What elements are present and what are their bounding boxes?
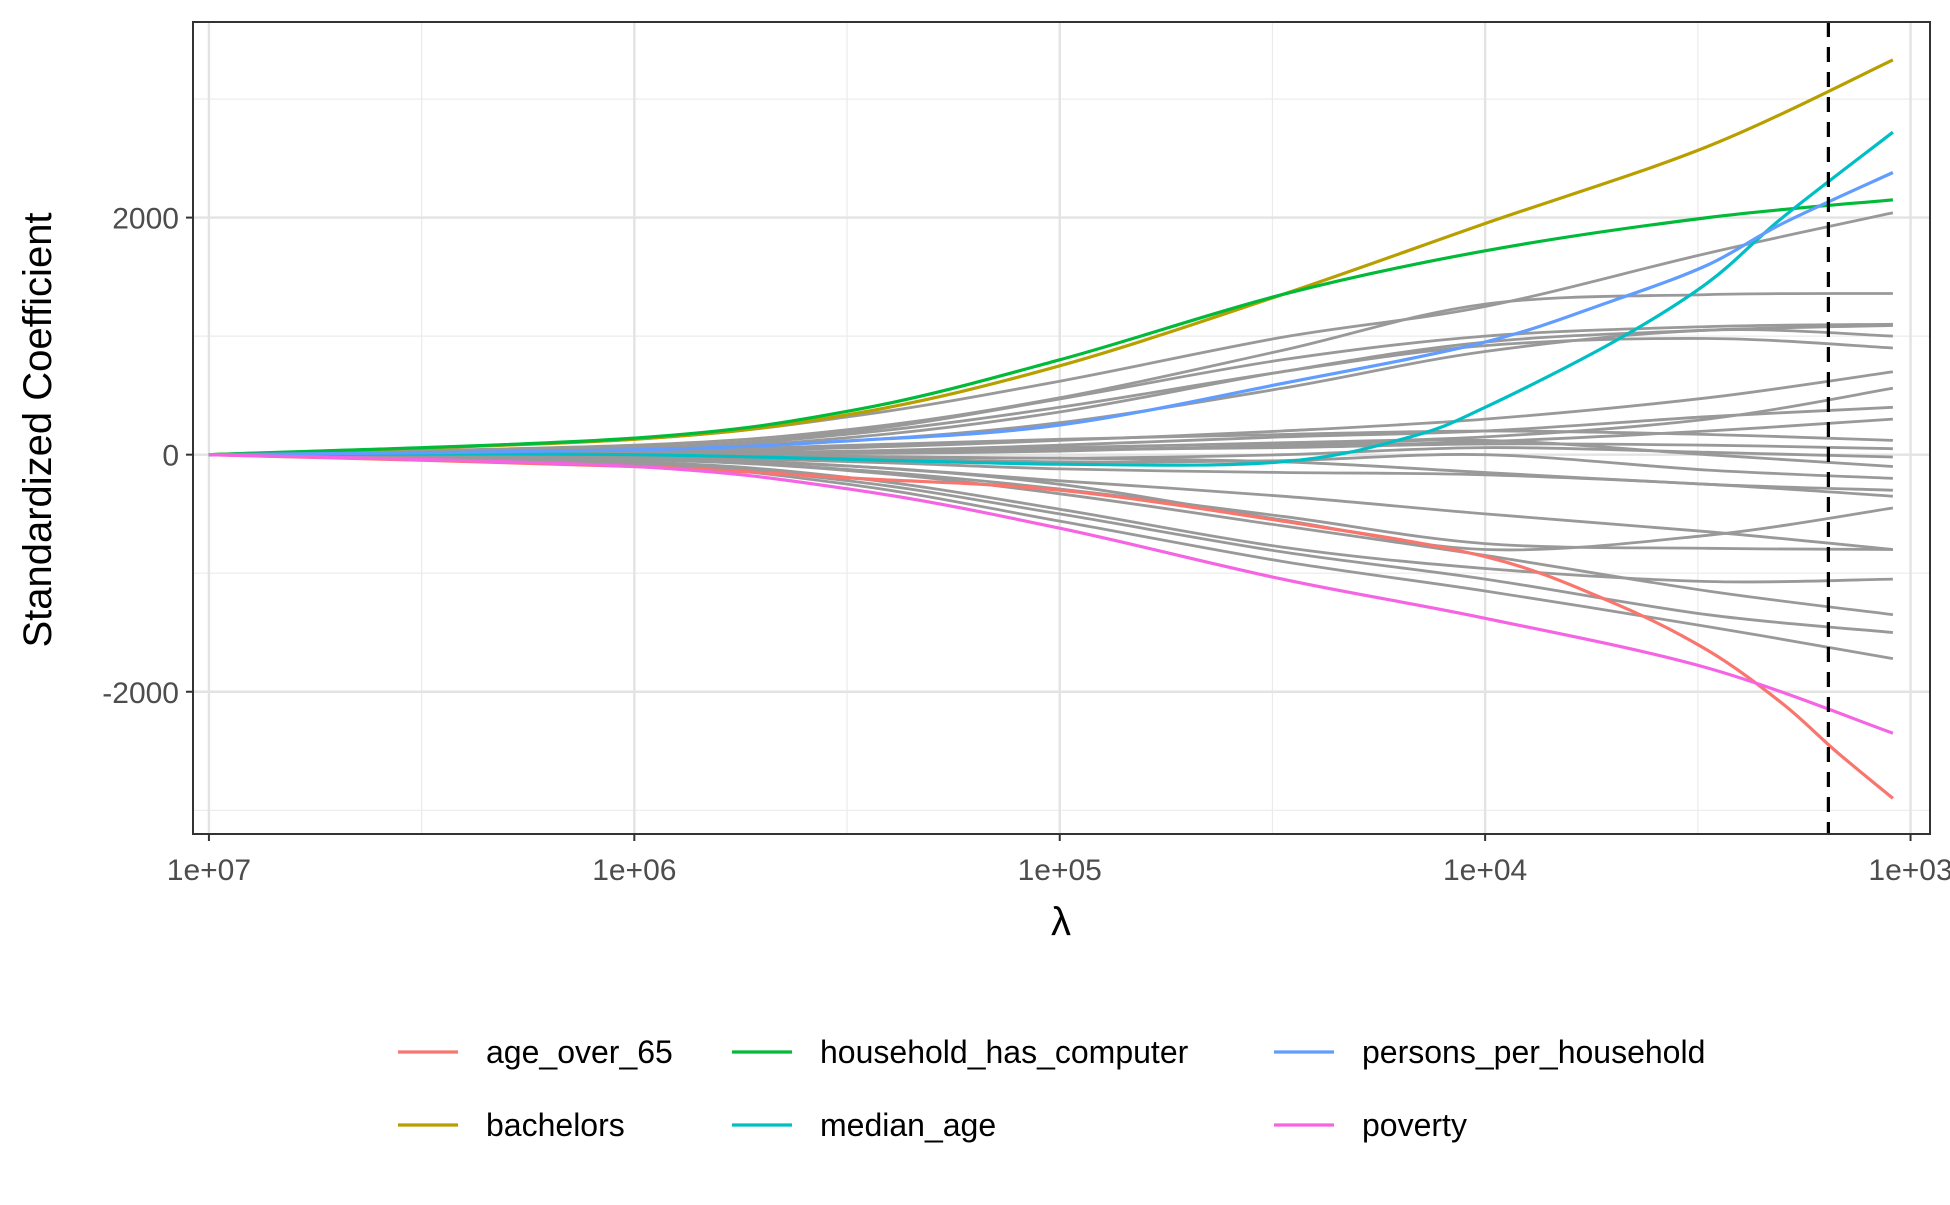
series-line-median_age [208,130,1894,467]
other-coefficient-line [208,453,1894,617]
y-tick-label: 0 [162,440,179,473]
legend-item: median_age [732,1107,996,1143]
y-axis-title: Standardized Coefficient [16,212,60,647]
plot-panel [193,22,1930,834]
legend-label-household_has_computer: household_has_computer [820,1034,1189,1070]
x-tick-label: 1e+04 [1443,854,1527,887]
legend-item: poverty [1274,1107,1467,1143]
series-line-poverty [208,453,1894,735]
other-coefficient-line [208,453,1894,660]
series-line-household_has_computer [208,198,1894,457]
legend-label-age_over_65: age_over_65 [486,1034,673,1070]
x-tick-label: 1e+03 [1868,854,1950,887]
plot-panel-border [192,21,1931,835]
legend-item: persons_per_household [1274,1034,1705,1070]
series-line-persons_per_household [208,171,1894,457]
legend: age_over_65 bachelors household_has_comput… [398,1034,1705,1143]
legend-label-median_age: median_age [820,1107,996,1143]
x-tick-label: 1e+05 [1018,854,1102,887]
legend-item: bachelors [398,1107,625,1143]
legend-label-bachelors: bachelors [486,1107,625,1143]
legend-label-poverty: poverty [1362,1107,1467,1143]
other-coefficient-line [208,292,1893,457]
x-tick-label: 1e+06 [592,854,676,887]
y-tick-label: 2000 [112,203,179,236]
x-axis-title: λ [1051,900,1071,944]
legend-label-persons_per_household: persons_per_household [1362,1034,1705,1070]
x-tick-label: 1e+07 [167,854,251,887]
legend-item: age_over_65 [398,1034,673,1070]
legend-item: household_has_computer [732,1034,1189,1070]
y-tick-label: -2000 [102,677,179,710]
